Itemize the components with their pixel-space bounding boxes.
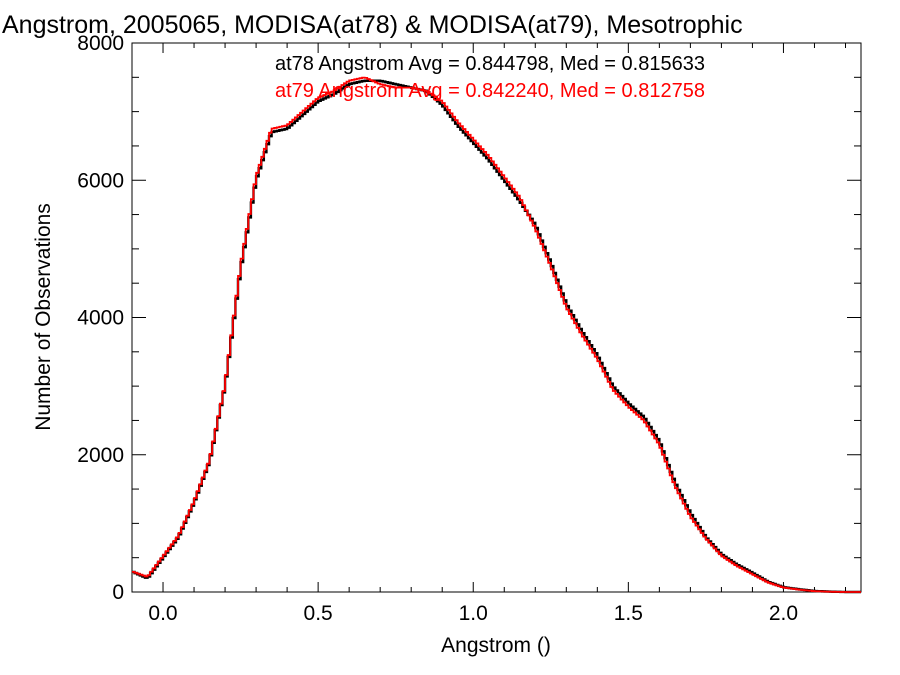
- x-tick-label: 1.0: [459, 602, 488, 625]
- y-axis-title: Number of Observations: [32, 203, 55, 431]
- y-tick-label: 2000: [77, 444, 124, 467]
- plot-area: [131, 42, 862, 593]
- axis-ticks: 0.0 0.5 1.0 1.5 2.0 0 2000 4000 6000 8000: [77, 32, 861, 625]
- x-tick-label: 1.5: [614, 602, 643, 625]
- y-tick-label: 4000: [77, 307, 124, 330]
- series-at78-line: [132, 79, 861, 594]
- legend-at79: at79 Angstrom Avg = 0.842240, Med = 0.81…: [275, 80, 705, 102]
- x-tick-label: 0.0: [148, 602, 177, 625]
- y-tick-label: 0: [112, 581, 124, 604]
- x-tick-label: 2.0: [769, 602, 798, 625]
- y-tick-label: 8000: [77, 32, 124, 55]
- y-tick-label: 6000: [77, 169, 124, 192]
- series-layer: [132, 76, 861, 594]
- x-axis-title: Angstrom (): [441, 634, 551, 657]
- x-tick-label: 0.5: [304, 602, 333, 625]
- legend-at78: at78 Angstrom Avg = 0.844798, Med = 0.81…: [275, 53, 705, 75]
- chart-title: Angstrom, 2005065, MODISA(at78) & MODISA…: [2, 11, 743, 39]
- series-at79-line: [132, 76, 861, 593]
- plot-frame: [131, 42, 862, 593]
